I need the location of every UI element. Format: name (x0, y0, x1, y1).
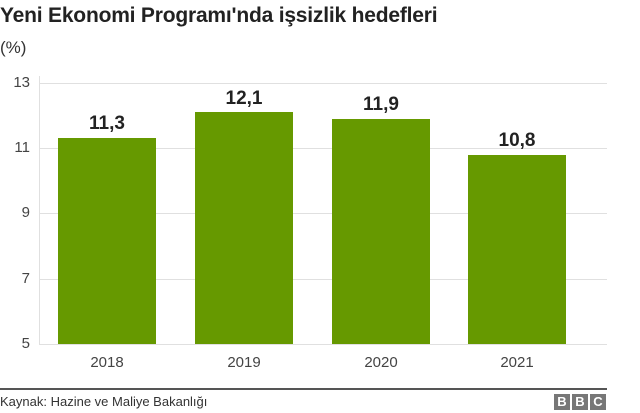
bbc-logo: B B C (554, 394, 606, 410)
y-tick-label: 7 (21, 270, 30, 287)
y-tick-label: 9 (21, 204, 30, 221)
footer-divider (0, 388, 607, 390)
y-tick-label: 11 (14, 139, 30, 156)
gridline-9 (39, 213, 607, 214)
gridline-13 (39, 83, 607, 84)
bar-2020 (332, 119, 430, 344)
bar-value-label: 12,1 (225, 88, 263, 109)
y-tick-label: 5 (21, 335, 30, 352)
bar-2021 (468, 155, 566, 344)
logo-letter: C (590, 394, 606, 410)
bar-2018 (58, 138, 156, 344)
gridline-11 (39, 148, 607, 149)
x-tick-label: 2021 (500, 354, 534, 371)
chart-title: Yeni Ekonomi Programı'nda işsizlik hedef… (0, 4, 438, 27)
logo-letter: B (554, 394, 570, 410)
y-tick-label: 13 (13, 74, 30, 91)
bar-2019 (195, 112, 293, 344)
bar-value-label: 11,3 (89, 113, 125, 134)
x-tick-label: 2020 (364, 354, 398, 371)
x-tick-label: 2019 (227, 354, 261, 371)
logo-letter: B (572, 394, 588, 410)
gridline-7 (39, 279, 607, 280)
source-note: Kaynak: Hazine ve Maliye Bakanlığı (0, 394, 208, 409)
bar-value-label: 11,9 (363, 94, 399, 115)
bar-value-label: 10,8 (498, 130, 536, 151)
unit-label: (%) (0, 38, 27, 57)
gridline-5 (39, 344, 607, 345)
y-axis-line (39, 76, 40, 345)
x-tick-label: 2018 (90, 354, 124, 371)
